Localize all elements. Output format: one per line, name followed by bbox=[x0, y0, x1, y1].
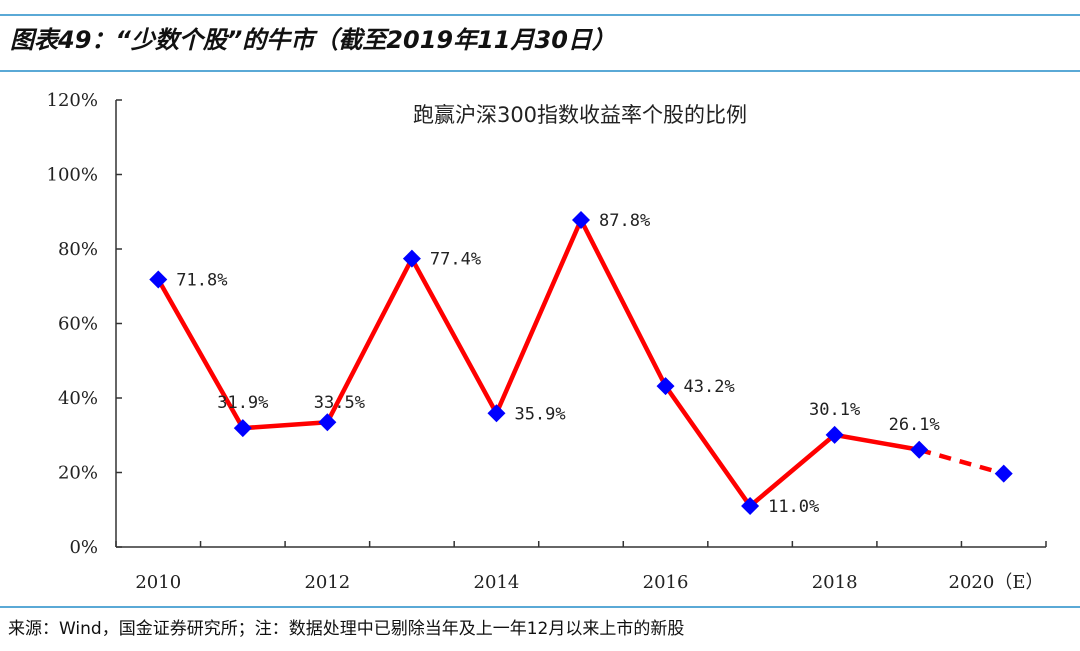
top-rule bbox=[0, 14, 1080, 16]
data-label: 87.8% bbox=[599, 211, 650, 231]
data-label: 43.2% bbox=[684, 377, 735, 397]
data-label: 33.5% bbox=[314, 393, 365, 413]
x-tick-label: 2014 bbox=[474, 572, 520, 593]
y-tick-label: 80% bbox=[58, 239, 98, 260]
data-label: 26.1% bbox=[889, 415, 940, 435]
data-labels: 71.8% 31.9% 33.5% 77.4% 35.9% 87.8% 43.2% 11.0%… bbox=[176, 211, 940, 517]
line-chart: 跑赢沪深300指数收益率个股的比例 0% 20% 40% 60% 80% 100% 120%… bbox=[47, 90, 1047, 593]
data-label: 30.1% bbox=[809, 400, 860, 420]
data-point-marker bbox=[656, 377, 675, 396]
series-line-actual bbox=[156, 217, 920, 509]
y-tick-label: 0% bbox=[69, 537, 98, 558]
data-point-marker bbox=[402, 249, 421, 268]
data-point-marker bbox=[233, 419, 252, 438]
data-label: 31.9% bbox=[217, 393, 268, 413]
chart-title: 跑赢沪深300指数收益率个股的比例 bbox=[413, 103, 747, 127]
x-tick-label: 2016 bbox=[643, 572, 689, 593]
data-label: 35.9% bbox=[514, 404, 565, 424]
data-point-marker bbox=[318, 413, 337, 432]
data-point-marker bbox=[994, 464, 1013, 483]
y-tick-label: 120% bbox=[47, 90, 98, 111]
x-tick-label: 2010 bbox=[135, 572, 181, 593]
y-tick-label: 40% bbox=[58, 388, 98, 409]
y-tick-label: 100% bbox=[47, 165, 98, 186]
x-tick-label: 2012 bbox=[304, 572, 350, 593]
y-tick-label: 60% bbox=[58, 314, 98, 335]
data-point-marker bbox=[825, 425, 844, 444]
axes: 0% 20% 40% 60% 80% 100% 120% 2010 2012 2014 2016 20… bbox=[47, 90, 1047, 593]
series-line bbox=[156, 217, 1005, 509]
data-point-marker bbox=[572, 210, 590, 229]
data-label: 77.4% bbox=[430, 250, 481, 270]
data-label: 71.8% bbox=[176, 271, 227, 291]
y-tick-label: 20% bbox=[58, 463, 98, 484]
source-note: 来源：Wind，国金证券研究所；注：数据处理中已剔除当年及上一年12月以来上市的… bbox=[8, 619, 685, 639]
x-tick-label: 2018 bbox=[812, 572, 858, 593]
series-line-estimate bbox=[918, 447, 1005, 476]
data-point-marker bbox=[149, 270, 168, 289]
figure-title: 图表49：“少数个股”的牛市（截至2019年11月30日） bbox=[10, 26, 616, 54]
x-tick-label: 2020（E） bbox=[949, 572, 1044, 593]
series-markers bbox=[149, 210, 1013, 516]
data-point-marker bbox=[487, 404, 506, 423]
title-rule bbox=[0, 70, 1080, 72]
data-label: 11.0% bbox=[768, 497, 819, 517]
bottom-rule bbox=[0, 606, 1080, 608]
data-point-marker bbox=[741, 497, 760, 516]
data-point-marker bbox=[910, 440, 929, 459]
